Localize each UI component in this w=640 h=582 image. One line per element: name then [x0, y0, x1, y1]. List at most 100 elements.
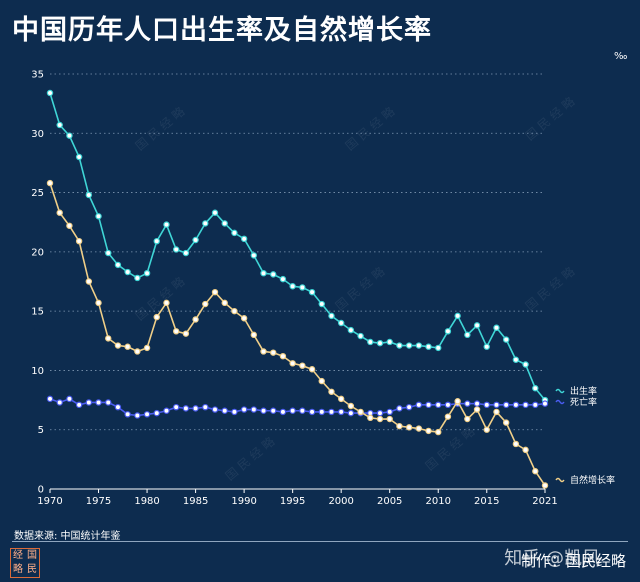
data-point: [435, 428, 442, 436]
x-tick-label: 2015: [474, 496, 499, 507]
y-tick-label: 20: [31, 247, 44, 258]
data-point: [425, 427, 432, 435]
data-point: [56, 209, 63, 216]
y-tick-label: 25: [31, 188, 44, 199]
data-point: [260, 407, 267, 414]
data-point: [221, 220, 228, 227]
data-point: [444, 401, 452, 409]
data-point: [483, 426, 490, 433]
data-point: [192, 316, 199, 323]
logo-char: 经: [13, 550, 23, 561]
unit-label: ‰: [614, 51, 628, 62]
data-point: [46, 179, 54, 187]
series-line: [49, 92, 546, 401]
data-point: [357, 408, 364, 416]
data-point: [299, 362, 306, 369]
data-point: [425, 343, 432, 350]
data-point: [435, 401, 442, 409]
data-point: [396, 422, 403, 430]
data-point: [473, 406, 481, 413]
x-tick-label: 1970: [37, 496, 62, 507]
data-point: [396, 405, 403, 412]
data-point: [211, 209, 219, 216]
y-tick-label: 5: [38, 425, 44, 436]
data-point: [376, 339, 384, 347]
zhihu-watermark: 知乎 @凯风: [504, 548, 600, 569]
y-tick-label: 0: [38, 485, 44, 496]
data-point: [328, 408, 335, 416]
data-point: [124, 411, 131, 418]
data-point: [260, 348, 267, 355]
data-point: [124, 343, 131, 350]
data-point: [318, 408, 325, 416]
data-point: [279, 353, 287, 360]
data-point: [56, 399, 63, 406]
data-point: [337, 395, 345, 403]
line-chart: 0 5 10 15 20 25 30 35 1970 1975 1980 1985 1990 1995 20…: [31, 70, 615, 508]
data-point: [328, 388, 335, 395]
data-point: [464, 400, 471, 407]
x-tick-label: 2005: [377, 496, 402, 507]
data-point: [425, 401, 432, 409]
logo-char: 国: [27, 550, 37, 561]
data-point: [347, 409, 355, 417]
data-point: [202, 403, 209, 411]
data-point: [308, 288, 316, 296]
data-point: [435, 344, 442, 352]
data-point: [386, 338, 393, 346]
data-point: [270, 407, 277, 414]
data-point: [124, 268, 131, 276]
series-line: [49, 398, 546, 417]
data-point: [415, 401, 423, 409]
data-point: [376, 415, 384, 423]
data-point: [502, 419, 510, 426]
data-point: [376, 409, 384, 417]
legend-swatch: [555, 399, 565, 405]
data-point: [473, 322, 481, 329]
x-tick-label: 1995: [280, 496, 305, 507]
data-point: [289, 407, 296, 414]
series-line: [49, 182, 546, 486]
data-point: [464, 415, 471, 423]
data-point: [105, 335, 112, 342]
data-point: [347, 326, 355, 334]
data-point: [405, 403, 413, 411]
data-point: [134, 348, 141, 355]
data-point: [347, 402, 355, 410]
data-point: [134, 274, 141, 282]
data-point: [211, 406, 219, 413]
data-point: [75, 401, 83, 409]
data-point: [46, 395, 54, 403]
data-point: [522, 446, 529, 454]
x-tick-label: 1980: [134, 496, 159, 507]
data-point: [172, 328, 180, 335]
data-point: [367, 338, 374, 346]
data-point: [231, 307, 238, 315]
data-point: [308, 366, 316, 373]
y-tick-label: 30: [31, 129, 44, 140]
x-tick-label: 1990: [231, 496, 256, 507]
data-point: [250, 331, 258, 339]
data-point: [299, 407, 306, 414]
y-tick-label: 35: [31, 70, 44, 81]
data-point: [541, 400, 549, 407]
data-point: [454, 312, 461, 320]
series-layer: [46, 89, 549, 489]
data-point: [512, 401, 520, 409]
data-point: [46, 89, 54, 97]
data-point: [211, 288, 219, 296]
data-point: [114, 261, 122, 269]
x-tick-label: 2021: [532, 496, 557, 507]
data-point: [105, 249, 112, 257]
data-point: [85, 399, 93, 406]
logo-char: 民: [27, 564, 37, 575]
data-point: [192, 236, 199, 244]
legend-label: 自然增长率: [570, 474, 615, 486]
data-point: [202, 220, 209, 227]
data-point: [502, 336, 510, 343]
data-point: [114, 403, 122, 411]
data-point: [172, 403, 180, 411]
data-point: [66, 395, 73, 403]
data-point: [153, 237, 160, 245]
data-point: [386, 415, 393, 423]
